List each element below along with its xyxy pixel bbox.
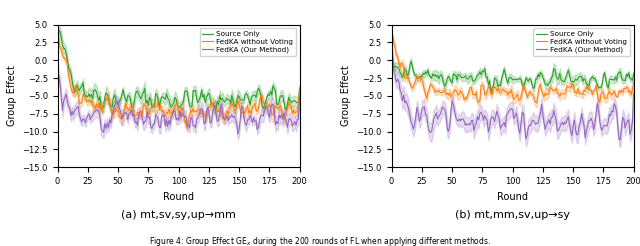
FedKA without Voting	[389, 35, 397, 38]
FedKA (Our Method)	[296, 95, 303, 98]
Source Only	[389, 64, 397, 67]
Source Only	[56, 30, 64, 33]
FedKA without Voting	[143, 114, 151, 117]
FedKA without Voting	[296, 86, 303, 89]
Source Only	[296, 88, 303, 91]
Source Only	[186, 104, 193, 107]
FedKA (Our Method)	[142, 120, 150, 123]
Y-axis label: Group Effect: Group Effect	[341, 65, 351, 126]
Text: (b) mt,mm,sv,up→sy: (b) mt,mm,sv,up→sy	[455, 210, 570, 220]
FedKA without Voting	[612, 93, 620, 96]
FedKA (Our Method)	[616, 138, 624, 141]
Y-axis label: Group Effect: Group Effect	[7, 65, 17, 126]
FedKA without Voting	[390, 42, 398, 45]
Source Only	[630, 72, 637, 75]
FedKA (Our Method)	[276, 117, 284, 120]
Line: Source Only: Source Only	[392, 61, 634, 93]
Text: (a) mt,sv,sy,up→mm: (a) mt,sv,sy,up→mm	[121, 210, 236, 220]
Source Only	[407, 60, 415, 63]
FedKA (Our Method)	[476, 112, 484, 115]
FedKA without Voting	[520, 82, 527, 85]
FedKA (Our Method)	[490, 116, 497, 119]
X-axis label: Round: Round	[163, 192, 194, 201]
FedKA without Voting	[491, 86, 499, 89]
FedKA without Voting	[388, 43, 396, 46]
X-axis label: Round: Round	[497, 192, 528, 201]
FedKA (Our Method)	[54, 70, 61, 73]
FedKA (Our Method)	[609, 110, 617, 113]
FedKA (Our Method)	[156, 126, 163, 129]
FedKA (Our Method)	[234, 133, 242, 136]
Legend: Source Only, FedKA without Voting, FedKA (Our Method): Source Only, FedKA without Voting, FedKA…	[200, 28, 296, 56]
FedKA without Voting	[183, 127, 191, 130]
Source Only	[492, 77, 499, 80]
Source Only	[276, 94, 284, 97]
FedKA without Voting	[54, 42, 61, 45]
Source Only	[521, 82, 529, 85]
Source Only	[487, 92, 495, 94]
Source Only	[388, 62, 396, 65]
Line: FedKA without Voting: FedKA without Voting	[392, 36, 634, 103]
FedKA without Voting	[55, 37, 63, 40]
Line: FedKA (Our Method): FedKA (Our Method)	[392, 56, 634, 140]
FedKA without Voting	[77, 102, 84, 105]
FedKA without Voting	[630, 81, 637, 84]
FedKA (Our Method)	[410, 128, 417, 131]
Line: FedKA without Voting: FedKA without Voting	[58, 39, 300, 128]
FedKA without Voting	[477, 84, 485, 87]
FedKA without Voting	[411, 82, 419, 85]
Source Only	[282, 108, 290, 111]
FedKA without Voting	[56, 46, 64, 49]
Source Only	[143, 99, 151, 102]
Source Only	[411, 74, 419, 77]
FedKA (Our Method)	[388, 54, 396, 57]
FedKA (Our Method)	[76, 113, 83, 116]
Line: Source Only: Source Only	[58, 30, 300, 109]
FedKA (Our Method)	[389, 55, 397, 58]
Source Only	[612, 76, 620, 79]
FedKA (Our Method)	[184, 123, 192, 126]
FedKA without Voting	[533, 101, 541, 104]
FedKA (Our Method)	[630, 92, 637, 95]
Text: Figure 4: Group Effect GE$_x$ during the 200 rounds of FL when applying differen: Figure 4: Group Effect GE$_x$ during the…	[149, 234, 491, 246]
FedKA without Voting	[187, 109, 195, 112]
FedKA without Voting	[278, 109, 285, 112]
FedKA without Voting	[157, 104, 164, 107]
Legend: Source Only, FedKA without Voting, FedKA (Our Method): Source Only, FedKA without Voting, FedKA…	[534, 28, 630, 56]
Source Only	[77, 86, 84, 89]
Source Only	[157, 99, 164, 102]
FedKA (Our Method)	[518, 111, 526, 114]
Source Only	[54, 38, 61, 41]
FedKA (Our Method)	[55, 75, 63, 77]
Source Only	[55, 29, 63, 31]
Source Only	[477, 73, 485, 76]
Line: FedKA (Our Method): FedKA (Our Method)	[58, 72, 300, 134]
